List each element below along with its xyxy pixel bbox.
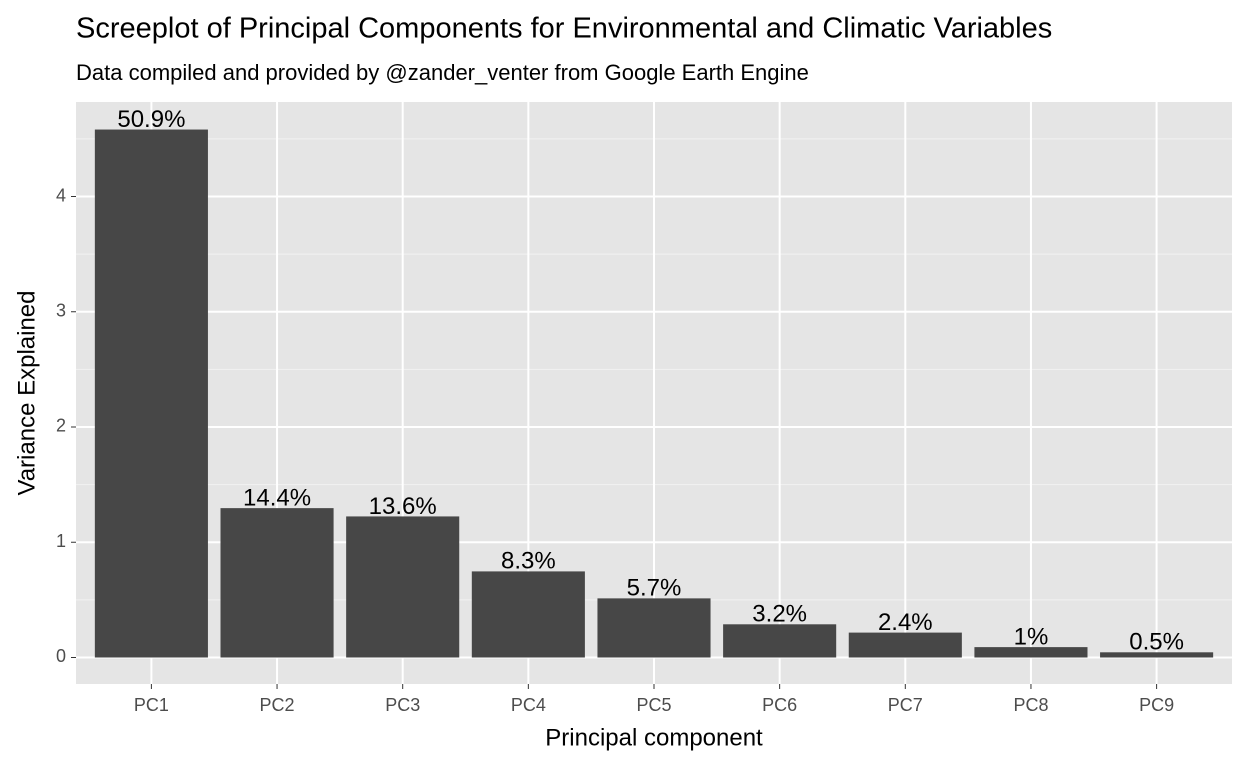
y-tick-label: 0 bbox=[56, 646, 66, 666]
x-tick-label: PC2 bbox=[260, 695, 295, 715]
x-tick-label: PC8 bbox=[1013, 695, 1048, 715]
x-tick-label: PC4 bbox=[511, 695, 546, 715]
x-tick-label: PC9 bbox=[1139, 695, 1174, 715]
bar bbox=[471, 571, 585, 658]
data-label: 2.4% bbox=[878, 609, 933, 636]
y-tick-label: 1 bbox=[56, 531, 66, 551]
y-tick-label: 2 bbox=[56, 416, 66, 436]
x-tick-label: PC5 bbox=[636, 695, 671, 715]
data-label: 5.7% bbox=[627, 575, 682, 602]
data-label: 8.3% bbox=[501, 548, 556, 575]
data-label: 14.4% bbox=[243, 484, 311, 511]
y-axis-title: Variance Explained bbox=[13, 290, 40, 495]
x-axis-title: Principal component bbox=[545, 724, 763, 751]
data-label: 1% bbox=[1014, 623, 1049, 650]
x-tick-label: PC7 bbox=[888, 695, 923, 715]
chart-title: Screeplot of Principal Components for En… bbox=[76, 13, 1052, 45]
bar bbox=[974, 647, 1088, 658]
bar bbox=[1100, 652, 1214, 658]
bar bbox=[723, 624, 837, 658]
bar bbox=[220, 508, 334, 658]
y-tick-label: 3 bbox=[56, 301, 66, 321]
x-tick-label: PC3 bbox=[385, 695, 420, 715]
data-label: 0.5% bbox=[1129, 629, 1184, 656]
chart-subtitle: Data compiled and provided by @zander_ve… bbox=[76, 60, 809, 85]
data-label: 3.2% bbox=[752, 601, 807, 628]
bar bbox=[346, 516, 460, 658]
data-label: 50.9% bbox=[117, 106, 185, 133]
x-tick-label: PC1 bbox=[134, 695, 169, 715]
bar bbox=[848, 632, 962, 658]
data-label: 13.6% bbox=[369, 493, 437, 520]
x-tick-label: PC6 bbox=[762, 695, 797, 715]
bar bbox=[94, 129, 208, 658]
bar bbox=[597, 598, 711, 658]
y-tick-label: 4 bbox=[56, 185, 66, 205]
